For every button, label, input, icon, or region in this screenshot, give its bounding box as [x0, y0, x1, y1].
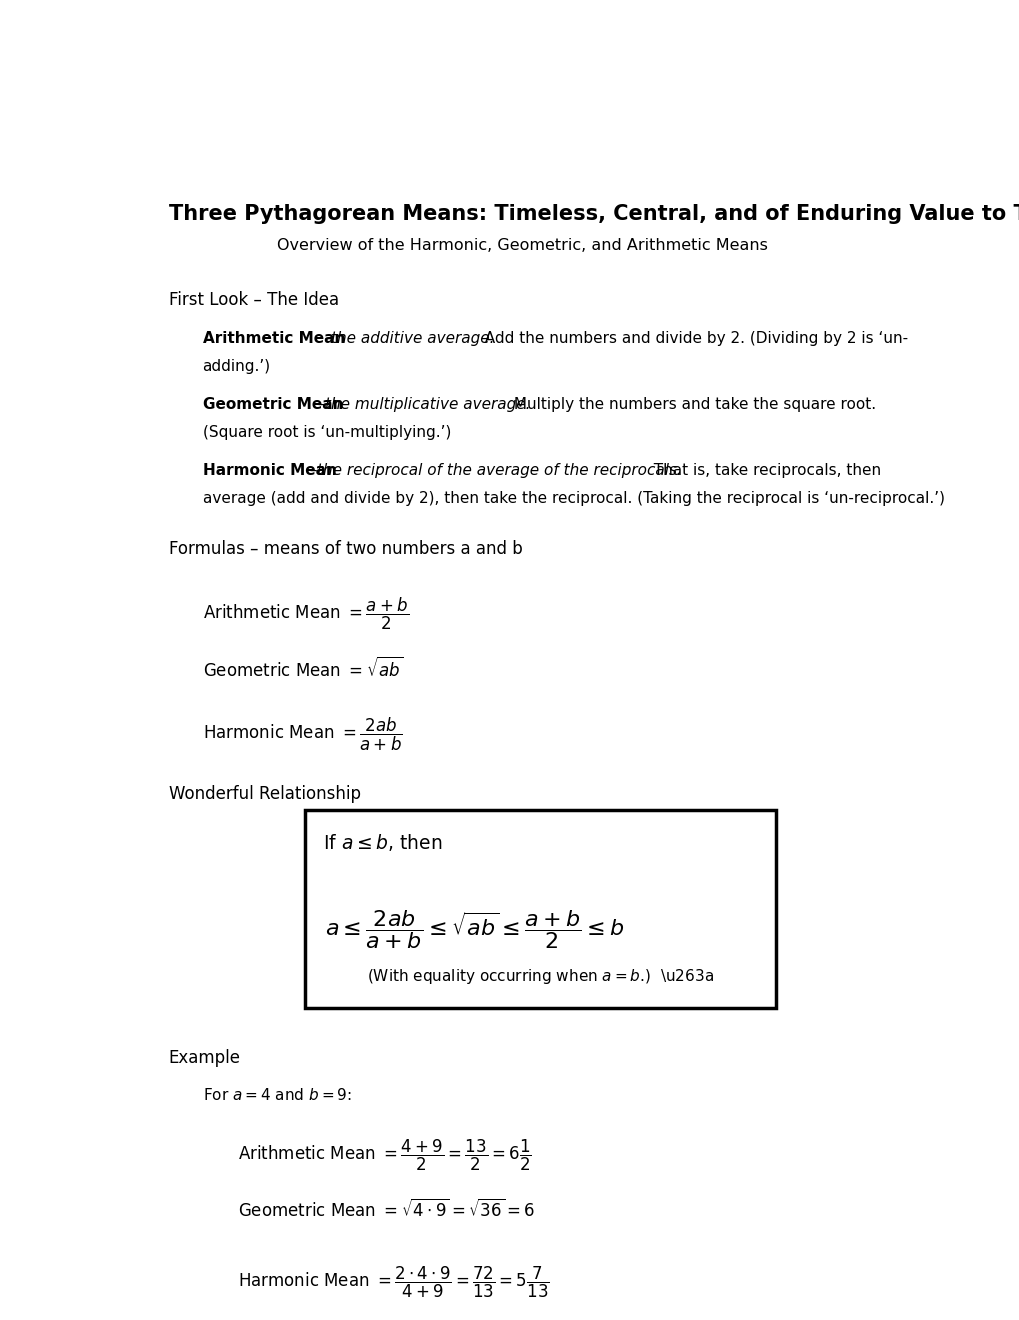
Text: Geometric Mean: Geometric Mean	[203, 397, 342, 412]
Text: Harmonic Mean $= \dfrac{2 \cdot 4 \cdot 9}{4+9} = \dfrac{72}{13} = 5\dfrac{7}{13: Harmonic Mean $= \dfrac{2 \cdot 4 \cdot …	[238, 1266, 549, 1300]
Text: –: –	[313, 397, 330, 412]
Text: For $a = 4$ and $b = 9$:: For $a = 4$ and $b = 9$:	[203, 1088, 352, 1104]
Text: Multiply the numbers and take the square root.: Multiply the numbers and take the square…	[508, 397, 875, 412]
Text: the additive average.: the additive average.	[331, 331, 494, 346]
Text: Arithmetic Mean: Arithmetic Mean	[203, 331, 344, 346]
Text: Arithmetic Mean $= \dfrac{4+9}{2} = \dfrac{13}{2} = 6\dfrac{1}{2}$: Arithmetic Mean $= \dfrac{4+9}{2} = \dfr…	[238, 1138, 531, 1173]
Text: Add the numbers and divide by 2. (Dividing by 2 is ‘un-: Add the numbers and divide by 2. (Dividi…	[475, 331, 908, 346]
Text: Harmonic Mean $= \dfrac{2ab}{a+b}$: Harmonic Mean $= \dfrac{2ab}{a+b}$	[203, 715, 401, 752]
Text: average (add and divide by 2), then take the reciprocal. (Taking the reciprocal : average (add and divide by 2), then take…	[203, 491, 944, 506]
Text: Geometric Mean $= \sqrt{4 \cdot 9} = \sqrt{36} = 6$: Geometric Mean $= \sqrt{4 \cdot 9} = \sq…	[238, 1199, 535, 1221]
Text: Three Pythagorean Means: Timeless, Central, and of Enduring Value to This Day: Three Pythagorean Means: Timeless, Centr…	[168, 205, 1019, 224]
Text: Harmonic Mean: Harmonic Mean	[203, 463, 336, 478]
Text: First Look – The Idea: First Look – The Idea	[168, 290, 338, 309]
Text: If $a \leq b$, then: If $a \leq b$, then	[322, 833, 442, 853]
Text: Overview of the Harmonic, Geometric, and Arithmetic Means: Overview of the Harmonic, Geometric, and…	[277, 238, 767, 252]
Text: (With equality occurring when $a = b$.)  \u263a: (With equality occurring when $a = b$.) …	[367, 966, 713, 986]
Text: $a \leq \dfrac{2ab}{a + b} \leq \sqrt{ab} \leq \dfrac{a + b}{2} \leq b$: $a \leq \dfrac{2ab}{a + b} \leq \sqrt{ab…	[325, 908, 625, 952]
Text: the multiplicative average.: the multiplicative average.	[325, 397, 530, 412]
Text: –: –	[305, 463, 322, 478]
Text: the reciprocal of the average of the reciprocals.: the reciprocal of the average of the rec…	[317, 463, 682, 478]
Text: Example: Example	[168, 1049, 240, 1067]
FancyBboxPatch shape	[305, 810, 775, 1008]
Text: That is, take reciprocals, then: That is, take reciprocals, then	[643, 463, 880, 478]
Text: Arithmetic Mean $= \dfrac{a+b}{2}$: Arithmetic Mean $= \dfrac{a+b}{2}$	[203, 595, 409, 632]
Text: Geometric Mean $= \sqrt{ab}$: Geometric Mean $= \sqrt{ab}$	[203, 656, 403, 681]
Text: Wonderful Relationship: Wonderful Relationship	[168, 784, 361, 803]
Text: Formulas – means of two numbers a and b: Formulas – means of two numbers a and b	[168, 540, 522, 557]
Text: (Square root is ‘un-multiplying.’): (Square root is ‘un-multiplying.’)	[203, 425, 450, 440]
Text: adding.’): adding.’)	[203, 359, 270, 374]
Text: –: –	[319, 331, 336, 346]
